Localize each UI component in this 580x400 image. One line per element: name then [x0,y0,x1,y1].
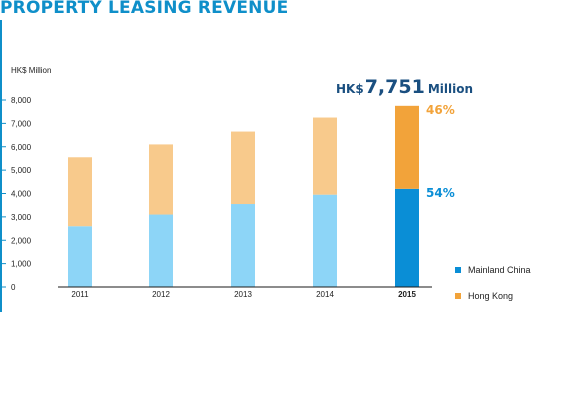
bar-hong-kong-2014 [313,117,337,195]
y-tick-label: 0 [11,283,16,292]
legend-label-hong-kong: Hong Kong [468,291,514,301]
x-tick-label: 2011 [71,290,89,299]
x-tick-label: 2012 [152,290,170,299]
left-rule [0,20,2,312]
bar-mainland-china-2012 [149,214,173,287]
mainland-china-share-label: 54% [426,186,455,200]
bar-hong-kong-2011 [68,157,92,227]
x-tick-label: 2013 [234,290,252,299]
headline-prefix: HK$ [336,82,364,96]
headline-suffix: Million [427,82,473,96]
y-axis: 0 1,000 2,000 3,000 4,000 5,000 6,000 7,000 8,00… [0,96,32,292]
bar-hong-kong-2012 [149,144,173,215]
y-tick-label: 5,000 [11,166,32,175]
y-tick-label: 6,000 [11,143,32,152]
legend-swatch-hong-kong [455,293,461,299]
y-axis-unit-label: HK$ Million [11,66,52,75]
bar-mainland-china-2013 [231,204,255,287]
chart-title: PROPERTY LEASING REVENUE [0,0,289,18]
bar-hong-kong-2013 [231,131,255,205]
bar-mainland-china-2014 [313,194,337,287]
y-tick-label: 8,000 [11,96,32,105]
y-tick-label: 3,000 [11,213,32,222]
legend-item-hong-kong: Hong Kong [455,291,513,301]
headline-value: 7,751 [364,76,425,98]
hong-kong-share-label: 46% [426,103,455,117]
bar-group [68,105,419,287]
y-tick-label: 4,000 [11,190,32,199]
total-revenue-headline: HK$7,751 Million [336,76,473,98]
bar-mainland-china-2015 [395,188,419,287]
bar-mainland-china-2011 [68,226,92,287]
bar-hong-kong-2015 [395,105,419,189]
legend-item-mainland-china: Mainland China [455,265,531,275]
x-tick-label: 2014 [316,290,334,299]
y-tick-label: 1,000 [11,260,32,269]
legend-swatch-mainland-china [455,267,461,273]
y-tick-label: 2,000 [11,236,32,245]
x-tick-label: 2015 [398,290,416,299]
x-axis: 2011 2012 2013 2014 2015 [58,286,432,299]
y-tick-label: 7,000 [11,119,32,128]
legend-label-mainland-china: Mainland China [468,265,531,275]
